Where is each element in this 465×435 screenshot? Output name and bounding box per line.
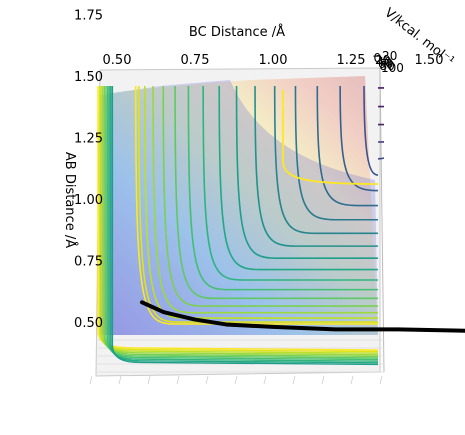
y-tick-labels: 0.500.751.001.251.501.752.002.25 xyxy=(74,9,103,332)
contour-line xyxy=(377,105,384,108)
contour-line xyxy=(294,85,378,221)
y-tick-label: 1.00 xyxy=(74,193,103,208)
contour-line xyxy=(377,141,384,143)
y-tick-label: 0.50 xyxy=(74,316,103,331)
floor-grid-line xyxy=(292,375,296,385)
floor-grid-line xyxy=(379,375,383,385)
y-axis-label: AB Distance /Å xyxy=(62,152,78,248)
z-tick-label: 100 xyxy=(381,61,404,75)
trajectory-path xyxy=(139,300,465,333)
y-tick-label: 1.75 xyxy=(74,9,103,24)
contour-line xyxy=(218,85,378,271)
contour-line xyxy=(134,85,378,325)
floor-grid-line xyxy=(89,375,93,385)
trajectory-line xyxy=(139,300,465,333)
contour-line xyxy=(254,85,378,247)
floor-grid-line xyxy=(350,375,354,385)
y-tick-label: 1.50 xyxy=(74,70,103,85)
z-tick-label: 80 xyxy=(380,59,395,73)
floor-grid-line xyxy=(118,375,122,385)
contour-line xyxy=(235,85,378,260)
contour-line xyxy=(202,85,378,281)
z-tick-label: 20 xyxy=(375,53,390,67)
contour-line xyxy=(106,86,379,361)
floor-grid-line xyxy=(263,375,267,385)
contour-lines xyxy=(97,85,384,366)
contour-line xyxy=(137,85,378,323)
x-tick-labels: 0.500.751.001.251.501.752.002.25 xyxy=(103,53,444,68)
contour-line xyxy=(316,85,378,207)
z-tick-label: 40 xyxy=(377,55,392,69)
floor-grid-line xyxy=(176,375,180,385)
x-axis-label: BC Distance /Å xyxy=(189,24,285,40)
contour-line xyxy=(339,85,379,192)
contour-line xyxy=(162,85,378,307)
x-tick-label: 0.75 xyxy=(181,53,210,68)
floor-grid-line xyxy=(321,375,325,385)
contour-line xyxy=(144,85,378,319)
contour-line xyxy=(152,85,378,314)
z-tick-label: −20 xyxy=(372,49,397,63)
contour-line xyxy=(174,85,378,300)
y-tick-label: 1.25 xyxy=(74,132,103,147)
x-tick-label: 1.00 xyxy=(259,53,288,68)
floor-grid-line xyxy=(147,375,151,385)
contour-line xyxy=(377,156,384,160)
x-tick-label: 1.25 xyxy=(337,53,366,68)
floor-grid-line xyxy=(234,375,238,385)
x-tick-label: 1.50 xyxy=(415,53,444,68)
contour-line xyxy=(377,123,384,126)
y-tick-label: 0.75 xyxy=(74,255,103,270)
z-tick-label: 0 xyxy=(374,51,382,65)
z-tick-label: 60 xyxy=(378,57,393,71)
floor-grid-line xyxy=(205,375,209,385)
contour-line xyxy=(363,85,379,176)
contour-line xyxy=(187,85,378,291)
contour-line xyxy=(377,87,384,89)
contour-line xyxy=(273,85,378,235)
contour-line xyxy=(282,90,379,185)
x-tick-label: 0.50 xyxy=(103,53,132,68)
contour-line xyxy=(111,86,379,366)
